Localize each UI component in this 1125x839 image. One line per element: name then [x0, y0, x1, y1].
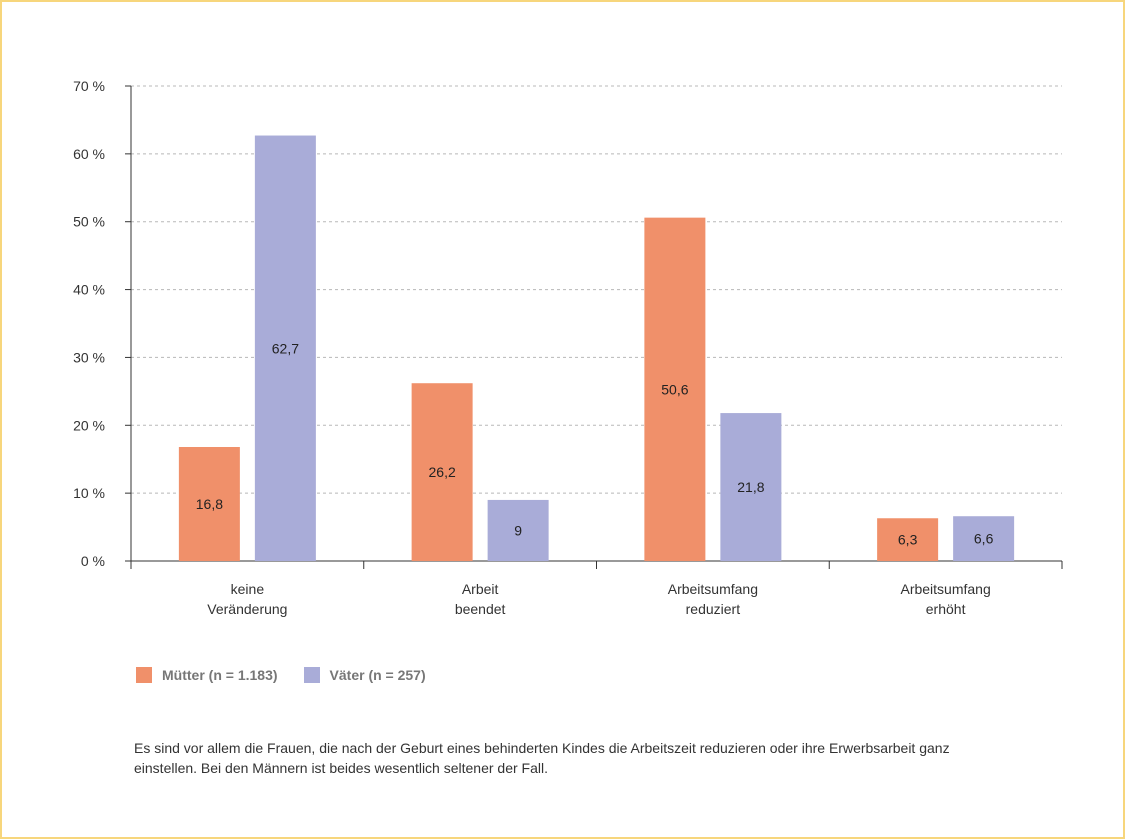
bar: [644, 217, 706, 561]
bar-value-label: 6,3: [898, 532, 918, 548]
bar-value-label: 62,7: [272, 340, 299, 356]
legend-swatch-muetter: [136, 667, 152, 683]
chart-caption: Es sind vor allem die Frauen, die nach d…: [134, 740, 950, 776]
legend: Mütter (n = 1.183) Väter (n = 257): [136, 667, 452, 683]
bar: [720, 413, 782, 561]
y-tick-label: 60 %: [73, 146, 105, 162]
bar-value-label: 21,8: [737, 479, 764, 495]
y-tick-label: 40 %: [73, 282, 105, 298]
x-category-label: keine: [231, 581, 265, 597]
x-category-label: Arbeitsumfang: [900, 581, 990, 597]
legend-label-vaeter: Väter (n = 257): [329, 667, 426, 683]
y-tick-label: 0 %: [81, 553, 105, 569]
bar: [877, 518, 939, 561]
legend-item-vaeter: Väter (n = 257): [303, 667, 426, 683]
bar-value-label: 9: [514, 522, 522, 538]
y-tick-label: 20 %: [73, 417, 105, 433]
bar-value-label: 6,6: [974, 531, 994, 547]
legend-item-muetter: Mütter (n = 1.183): [136, 667, 278, 683]
x-category-label: reduziert: [686, 601, 741, 617]
legend-label-muetter: Mütter (n = 1.183): [162, 667, 278, 683]
bar: [487, 499, 549, 561]
bar: [178, 447, 240, 561]
x-category-label: erhöht: [926, 601, 966, 617]
y-tick-label: 70 %: [73, 78, 105, 94]
x-category-label: Arbeitsumfang: [668, 581, 758, 597]
bar-value-label: 26,2: [429, 464, 456, 480]
y-tick-label: 30 %: [73, 349, 105, 365]
x-category-label: Veränderung: [207, 601, 287, 617]
bar: [953, 516, 1015, 561]
x-category-label: beendet: [455, 601, 506, 617]
bar: [411, 383, 473, 561]
y-tick-label: 10 %: [73, 485, 105, 501]
bar: [254, 135, 316, 562]
x-category-label: Arbeit: [462, 581, 499, 597]
legend-swatch-vaeter: [303, 667, 320, 683]
y-tick-label: 50 %: [73, 214, 105, 230]
bar-value-label: 16,8: [196, 496, 223, 512]
bar-value-label: 50,6: [661, 381, 688, 397]
